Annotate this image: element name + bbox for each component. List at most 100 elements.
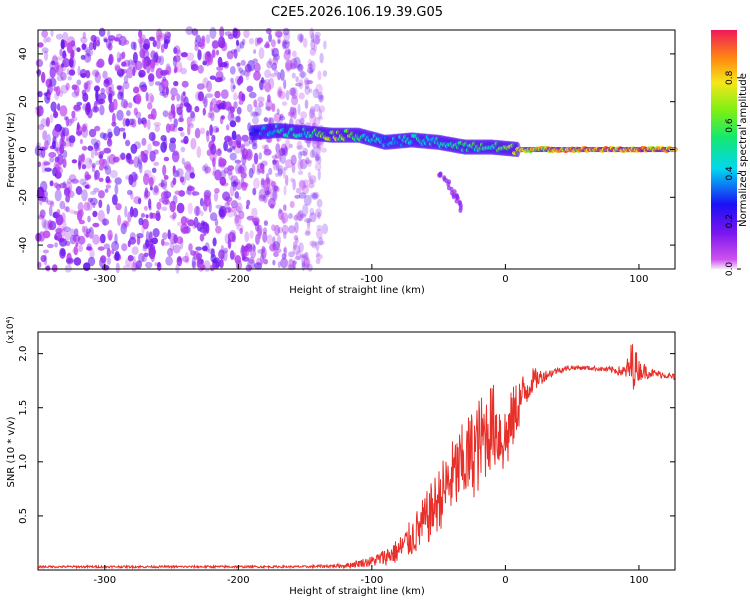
spectrogram-noise-blob (275, 172, 280, 177)
spectrogram-noise-blob (114, 37, 120, 42)
spectrogram-noise-blob (274, 185, 278, 192)
spectrogram-noise-blob (142, 43, 150, 50)
spectrogram-noise-blob (315, 208, 323, 218)
spectrogram-noise-blob (187, 184, 193, 196)
spectrogram-noise-blob (265, 27, 272, 35)
spectrogram-noise-blob (253, 216, 260, 226)
spectrogram-noise-blob (321, 223, 329, 235)
spectrogram-noise-blob (160, 44, 165, 53)
spectrogram-noise-blob (240, 148, 245, 156)
spectrogram-noise-blob (219, 76, 226, 81)
spectrogram-noise-blob (62, 57, 70, 68)
spectrogram-noise-blob (104, 188, 109, 193)
spectrogram-noise-blob (180, 216, 188, 226)
spectrogram-noise-blob (298, 63, 303, 71)
spectrogram-noise-blob (272, 259, 276, 266)
spectrogram-noise-blob (205, 130, 210, 137)
spectrogram-noise-blob (103, 79, 110, 88)
spectrogram-noise-blob (154, 124, 160, 132)
spectrogram-noise-blob (290, 63, 296, 70)
spectrogram-noise-blob (236, 62, 241, 67)
spectrogram-x-tick-label: 100 (629, 274, 648, 285)
spectrogram-noise-blob (156, 28, 163, 40)
spectrogram-noise-blob (105, 38, 112, 49)
spectrogram-noise-blob (85, 183, 92, 190)
spectrogram-noise-blob (151, 167, 157, 173)
spectrogram-noise-blob (69, 228, 75, 237)
spectrogram-noise-blob (36, 105, 44, 117)
spectrogram-noise-blob (297, 210, 304, 222)
spectrogram-noise-blob (98, 92, 107, 101)
spectrogram-noise-blob (214, 90, 221, 99)
spectrogram-noise-blob (141, 137, 147, 146)
spectrogram-noise-blob (46, 36, 51, 43)
spectrogram-noise-blob (258, 152, 263, 160)
spectrogram-noise-blob (209, 75, 217, 80)
spectrogram-noise-blob (206, 130, 210, 143)
spectrogram-noise-blob (74, 84, 80, 97)
spectrogram-noise-blob (246, 103, 253, 113)
spectrogram-noise-blob (315, 83, 323, 95)
spectrogram-noise-blob (280, 257, 288, 269)
spectrogram-noise-blob (290, 177, 294, 183)
spectrogram-noise-blob (273, 251, 279, 258)
spectrogram-noise-blob (190, 64, 199, 71)
spectrogram-noise-blob (239, 227, 243, 235)
spectrogram-noise-blob (208, 107, 215, 119)
spectrogram-noise-blob (125, 258, 132, 267)
spectrogram-noise-blob (190, 111, 196, 122)
spectrogram-noise-blob (307, 171, 312, 179)
spectrogram-noise-blob (283, 246, 288, 259)
spectrogram-noise-blob (207, 55, 213, 63)
spectrogram-noise-blob (112, 98, 118, 111)
spectrogram-noise-blob (173, 47, 178, 54)
spectrogram-y-axis-label: Frequency (Hz) (6, 112, 17, 188)
spectrogram-noise-blob (248, 37, 255, 45)
spectrogram-noise-blob (268, 58, 272, 66)
spectrogram-noise-blob (129, 232, 136, 241)
spectrogram-noise-blob (49, 66, 56, 79)
spectrogram-x-tick-label: -300 (93, 274, 116, 285)
spectrogram-noise-blob (114, 65, 121, 72)
spectrogram-noise-blob (51, 140, 56, 149)
spectrogram-noise-blob (94, 71, 102, 84)
spectrogram-noise-blob (283, 185, 287, 196)
spectrogram-noise-blob (261, 245, 266, 253)
spectrogram-noise-blob (297, 151, 303, 160)
spectrogram-noise-blob (283, 32, 291, 41)
spectrogram-noise-blob (292, 244, 301, 255)
spectrogram-noise-blob (191, 256, 196, 268)
spectrogram-noise-blob (312, 88, 320, 99)
spectrogram-noise-blob (227, 33, 234, 40)
spectrogram-noise-blob (140, 150, 145, 160)
spectrogram-noise-blob (246, 199, 251, 206)
spectrogram-noise-blob (224, 135, 231, 143)
spectrogram-noise-blob (250, 243, 256, 250)
spectrogram-noise-blob (185, 164, 192, 172)
spectrogram-noise-blob (224, 31, 232, 36)
spectrogram-noise-blob (289, 143, 293, 149)
spectrogram-noise-blob (86, 46, 91, 58)
spectrogram-noise-blob (148, 198, 152, 209)
spectrogram-noise-blob (46, 264, 51, 272)
spectrogram-noise-blob (45, 265, 51, 271)
spectrogram-noise-blob (316, 251, 320, 258)
spectrogram-noise-blob (308, 182, 315, 189)
spectrogram-noise-blob (226, 124, 230, 131)
spectrogram-noise-blob (237, 166, 245, 174)
spectrogram-noise-blob (54, 163, 60, 176)
spectrogram-noise-blob (127, 255, 134, 262)
spectrogram-noise-blob (209, 212, 218, 222)
spectrogram-noise-blob (65, 82, 70, 91)
spectrogram-noise-blob (158, 55, 165, 66)
spectrogram-noise-blob (239, 41, 245, 49)
spectrogram-noise-blob (319, 52, 324, 64)
snr-x-axis-label: Height of straight line (km) (289, 586, 425, 597)
spectrogram-noise-blob (142, 218, 149, 230)
spectrogram-noise-blob (253, 152, 259, 165)
spectrogram-noise-blob (314, 162, 322, 171)
spectrogram-noise-blob (288, 213, 293, 219)
spectrogram-noise-blob (150, 108, 157, 120)
spectrogram-noise-blob (155, 210, 161, 217)
